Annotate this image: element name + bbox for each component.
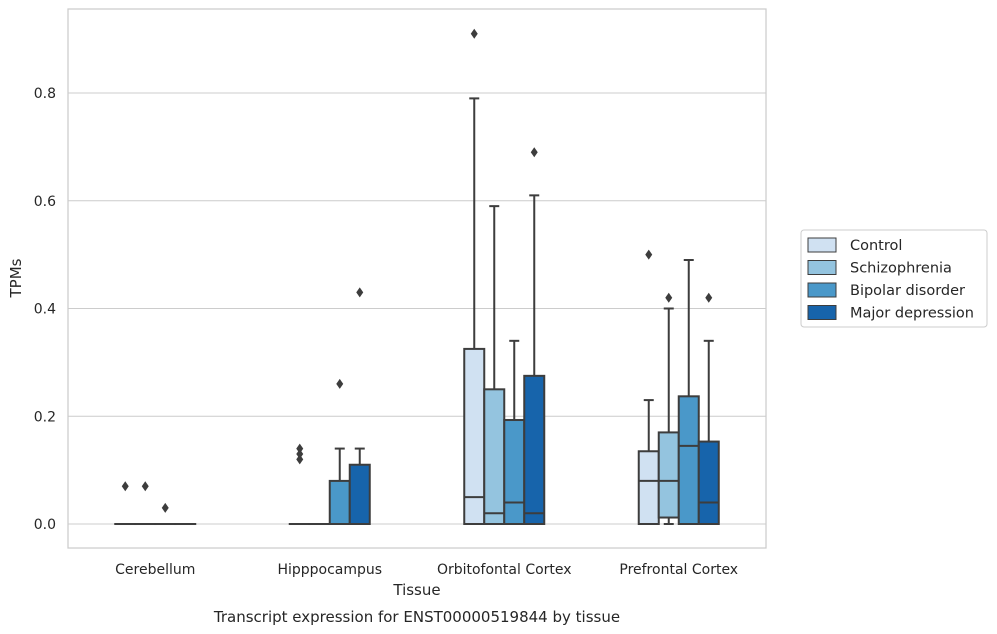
- x-tick-label: Prefrontal Cortex: [619, 562, 738, 578]
- box-schizophrenia: [134, 481, 157, 526]
- box-body: [328, 479, 351, 525]
- box-major-depression: [523, 147, 546, 525]
- box-bipolar-disorder: [154, 502, 177, 526]
- box-bipolar-disorder: [328, 378, 351, 525]
- legend: Control Schizophrenia Bipolar disorder Majo…: [800, 229, 988, 328]
- x-tick-label: Cerebellum: [115, 562, 195, 578]
- plot-frame: [67, 8, 767, 549]
- legend-label: Bipolar disorder: [850, 283, 965, 299]
- box-schizophrenia: [483, 205, 506, 525]
- x-tick-labels: Cerebellum Hipppocampus Orbitofontal Corte…: [115, 562, 738, 578]
- legend-swatch: [807, 260, 837, 275]
- y-tick-label: 0.4: [34, 302, 56, 318]
- x-tick-label: Hipppocampus: [277, 562, 382, 578]
- box-body: [348, 463, 371, 525]
- x-tick-label: Orbitofontal Cortex: [437, 562, 572, 578]
- box-control: [463, 28, 486, 525]
- x-axis-label: Tissue: [392, 581, 440, 599]
- outlier-point: [296, 443, 304, 454]
- figure-caption: Transcript expression for ENST0000051984…: [213, 608, 620, 626]
- box-body: [697, 440, 720, 526]
- legend-label: Control: [850, 238, 902, 254]
- box-control: [637, 249, 660, 525]
- box-schizophrenia: [657, 292, 680, 525]
- box-control: [114, 481, 137, 526]
- box-body: [657, 431, 680, 519]
- box-body: [483, 388, 506, 525]
- y-tick-label: 0.8: [34, 86, 56, 102]
- outlier-point: [121, 481, 129, 492]
- outlier-point: [470, 28, 478, 39]
- outlier-point: [161, 502, 169, 513]
- y-axis-label: TPMs: [7, 258, 25, 298]
- box-groups: [114, 28, 720, 526]
- legend-label: Major depression: [850, 306, 974, 322]
- outlier-point: [296, 448, 304, 459]
- box-major-depression: [348, 287, 371, 525]
- outlier-point: [645, 249, 653, 260]
- outlier-point: [336, 378, 344, 389]
- legend-swatch: [807, 237, 837, 253]
- box-bipolar-disorder: [503, 339, 526, 525]
- y-tick-label: 0.0: [34, 517, 56, 533]
- legend-swatch: [807, 282, 837, 298]
- box-body: [677, 395, 700, 525]
- outlier-point: [665, 292, 673, 303]
- outlier-point: [530, 147, 538, 158]
- box-body: [503, 419, 526, 525]
- outlier-point: [296, 454, 304, 465]
- y-tick-label: 0.2: [34, 409, 56, 425]
- box-major-depression: [697, 292, 720, 526]
- legend-swatch: [807, 305, 837, 320]
- box-body: [637, 450, 660, 525]
- y-tick-label: 0.6: [34, 194, 56, 210]
- box-control: [288, 443, 311, 526]
- box-body: [523, 374, 546, 525]
- outlier-point: [356, 287, 364, 298]
- outlier-point: [705, 292, 713, 303]
- legend-label: Schizophrenia: [850, 261, 952, 277]
- y-tick-labels: 0.0 0.2 0.4 0.6 0.8: [34, 86, 56, 533]
- outlier-point: [141, 481, 149, 492]
- box-bipolar-disorder: [677, 259, 700, 525]
- legend-frame: [800, 229, 988, 328]
